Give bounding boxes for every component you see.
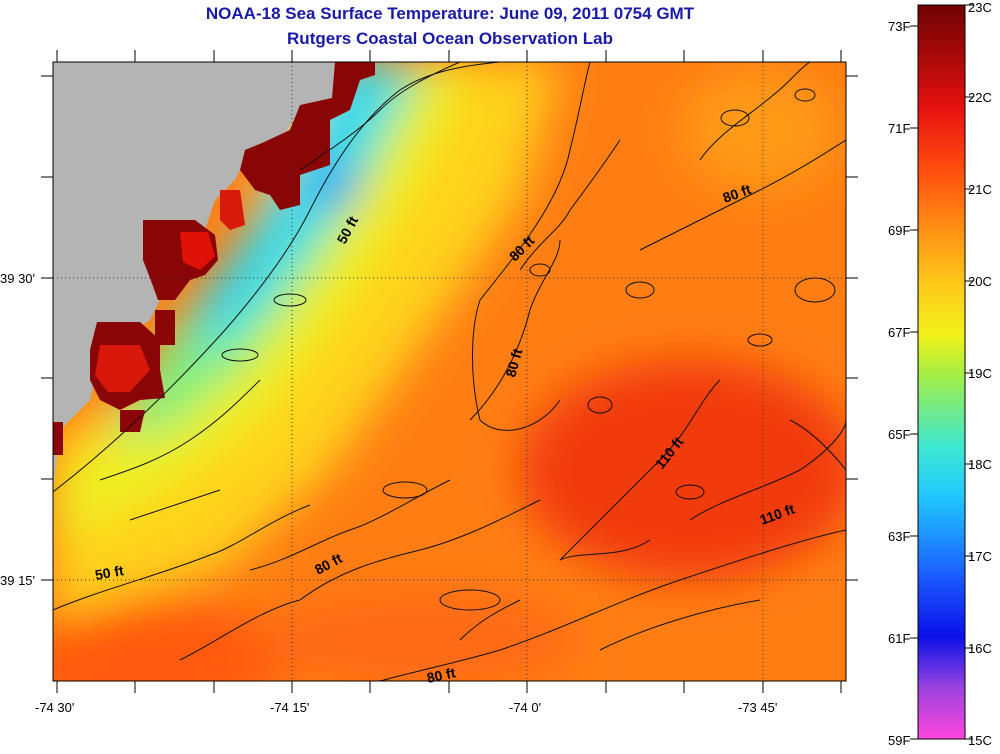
lon-label-73-45: -73 45' xyxy=(738,700,777,715)
colorbar: 73F 71F 69F 67F 65F 63F 61F 59F 23C 22C … xyxy=(888,0,992,748)
lon-label-74-0: -74 0' xyxy=(509,700,541,715)
colorbar-f-label: 59F xyxy=(888,733,910,748)
colorbar-c-label: 22C xyxy=(968,90,992,105)
colorbar-c-label: 19C xyxy=(968,366,992,381)
colorbar-c-label: 17C xyxy=(968,549,992,564)
colorbar-c-label: 23C xyxy=(968,0,992,15)
colorbar-f-label: 69F xyxy=(888,223,910,238)
sst-field xyxy=(53,62,846,681)
nearshore-warm-pixels xyxy=(53,62,375,455)
colorbar-c-label: 15C xyxy=(968,733,992,748)
lat-label-39-15: 39 15' xyxy=(0,573,35,588)
graticule xyxy=(53,62,846,681)
lon-label-74-30: -74 30' xyxy=(35,700,74,715)
lon-label-74-15: -74 15' xyxy=(270,700,309,715)
colorbar-f-label: 65F xyxy=(888,427,910,442)
map-title: NOAA-18 Sea Surface Temperature: June 09… xyxy=(205,4,695,23)
colorbar-f-label: 71F xyxy=(888,121,910,136)
bathymetry-islands xyxy=(221,88,836,611)
lat-label-39-30: 39 30' xyxy=(0,271,35,286)
colorbar-c-label: 18C xyxy=(968,457,992,472)
map-subtitle: Rutgers Coastal Ocean Observation Lab xyxy=(287,29,613,48)
axis-ticks xyxy=(41,50,858,693)
colorbar-c-label: 21C xyxy=(968,182,992,197)
colorbar-f-label: 61F xyxy=(888,631,910,646)
contour-label: 80 ft xyxy=(425,664,457,686)
bathymetry-contours xyxy=(53,62,846,681)
colorbar-gradient xyxy=(917,4,966,740)
contour-label: 80 ft xyxy=(502,347,525,379)
colorbar-c-label: 20C xyxy=(968,274,992,289)
colorbar-f-label: 67F xyxy=(888,325,910,340)
colorbar-c-label: 16C xyxy=(968,641,992,656)
colorbar-f-label: 73F xyxy=(888,19,910,34)
colorbar-f-label: 63F xyxy=(888,529,910,544)
land-mask xyxy=(53,62,335,490)
contour-label: 50 ft xyxy=(94,562,125,583)
